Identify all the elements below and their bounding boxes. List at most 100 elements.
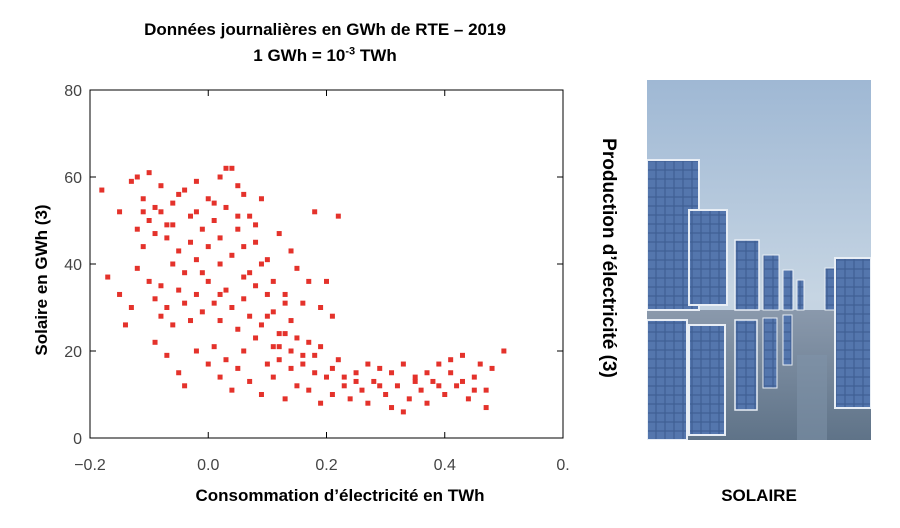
data-point bbox=[241, 274, 247, 280]
data-point bbox=[199, 226, 205, 232]
data-point bbox=[501, 348, 507, 354]
data-point bbox=[164, 305, 170, 310]
data-point bbox=[188, 213, 194, 219]
data-point bbox=[182, 270, 188, 276]
scatter-points bbox=[99, 165, 507, 415]
data-point bbox=[176, 370, 182, 376]
data-point bbox=[128, 305, 134, 310]
data-point bbox=[483, 405, 489, 411]
y-tick-label: 0 bbox=[73, 431, 82, 448]
title-exponent: -3 bbox=[345, 45, 356, 58]
data-point bbox=[389, 405, 395, 411]
data-point bbox=[436, 383, 442, 389]
data-point bbox=[471, 374, 477, 380]
data-point bbox=[235, 226, 241, 232]
data-point bbox=[217, 318, 223, 324]
data-point bbox=[400, 361, 406, 367]
data-point bbox=[158, 283, 164, 289]
data-point bbox=[353, 378, 359, 384]
data-point bbox=[371, 378, 377, 384]
data-point bbox=[205, 244, 211, 250]
data-point bbox=[117, 209, 123, 215]
data-point bbox=[477, 361, 483, 367]
data-point bbox=[241, 244, 247, 250]
data-point bbox=[365, 361, 371, 367]
data-point bbox=[377, 383, 383, 389]
y-axis-label: Solaire en GWh (3) bbox=[32, 204, 51, 356]
data-point bbox=[294, 383, 300, 389]
data-point bbox=[258, 392, 264, 397]
data-point bbox=[241, 348, 247, 354]
data-point bbox=[276, 344, 282, 350]
data-point bbox=[318, 400, 324, 406]
data-point bbox=[353, 370, 359, 376]
data-point bbox=[247, 378, 253, 384]
data-point bbox=[223, 287, 229, 293]
x-tick-label: 0.4 bbox=[434, 457, 456, 474]
data-point bbox=[170, 222, 176, 228]
data-point bbox=[241, 296, 247, 302]
data-point bbox=[359, 387, 365, 393]
data-point bbox=[217, 235, 223, 241]
x-axis-label: Consommation d’électricité en TWh bbox=[195, 486, 485, 505]
data-point bbox=[117, 291, 123, 297]
data-point bbox=[229, 387, 235, 393]
data-point bbox=[247, 313, 253, 319]
data-point bbox=[335, 357, 341, 363]
data-point bbox=[229, 305, 235, 310]
data-point bbox=[436, 361, 442, 367]
chart-title-line1: Données journalières en GWh de RTE – 201… bbox=[144, 20, 506, 39]
data-point bbox=[253, 222, 259, 228]
data-point bbox=[318, 305, 324, 310]
data-point bbox=[300, 361, 306, 367]
data-point bbox=[471, 387, 477, 393]
data-point bbox=[418, 387, 424, 393]
data-point bbox=[235, 213, 241, 219]
data-point bbox=[188, 318, 194, 324]
data-point bbox=[170, 261, 176, 267]
data-point bbox=[329, 392, 335, 397]
data-point bbox=[223, 204, 229, 210]
data-point bbox=[217, 291, 223, 297]
data-point bbox=[211, 344, 217, 350]
data-point bbox=[324, 278, 329, 284]
data-point bbox=[347, 396, 353, 402]
data-point bbox=[193, 348, 199, 354]
data-point bbox=[193, 257, 199, 263]
data-point bbox=[282, 291, 288, 297]
data-point bbox=[288, 348, 294, 354]
data-point bbox=[140, 244, 146, 250]
data-point bbox=[170, 322, 176, 328]
photo-caption: SOLAIRE bbox=[721, 486, 797, 505]
data-point bbox=[146, 218, 152, 223]
data-point bbox=[247, 213, 253, 219]
data-point bbox=[253, 335, 259, 341]
data-point bbox=[288, 318, 294, 324]
data-point bbox=[270, 278, 276, 284]
data-point bbox=[152, 231, 158, 237]
data-point bbox=[235, 183, 241, 189]
data-point bbox=[253, 239, 259, 245]
data-point bbox=[264, 361, 270, 367]
data-point bbox=[140, 196, 146, 202]
data-point bbox=[282, 396, 288, 402]
data-point bbox=[394, 383, 400, 389]
plot-frame bbox=[89, 89, 564, 439]
data-point bbox=[448, 357, 454, 363]
data-point bbox=[211, 300, 217, 306]
data-point bbox=[188, 239, 194, 245]
data-point bbox=[335, 213, 341, 219]
data-point bbox=[459, 352, 465, 358]
data-point bbox=[329, 313, 335, 319]
data-point bbox=[152, 339, 158, 345]
data-point bbox=[176, 287, 182, 293]
y-tick-label: 40 bbox=[64, 257, 82, 274]
data-point bbox=[448, 370, 454, 376]
data-point bbox=[264, 257, 270, 263]
data-point bbox=[365, 400, 371, 406]
data-point bbox=[223, 357, 229, 363]
data-point bbox=[217, 174, 223, 180]
data-point bbox=[288, 365, 294, 371]
data-point bbox=[312, 370, 318, 376]
